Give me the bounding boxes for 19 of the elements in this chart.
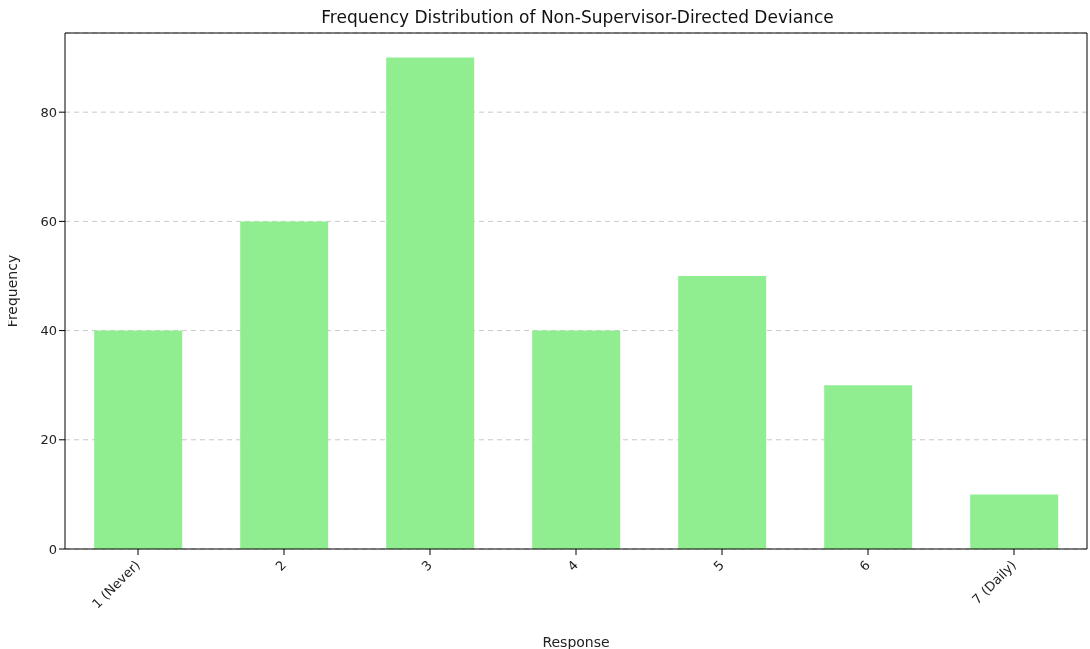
x-tick-label: 6: [856, 557, 873, 574]
x-axis-title: Response: [542, 634, 610, 649]
x-tick-label: 4: [564, 557, 581, 574]
y-tick-label: 60: [40, 214, 57, 229]
y-tick-label: 0: [48, 541, 57, 557]
y-tick-label: 80: [40, 104, 57, 120]
x-tick-label: 2: [272, 557, 289, 574]
bar: [678, 275, 767, 549]
bar: [94, 330, 183, 549]
bar: [970, 494, 1059, 549]
x-tick-label: 5: [710, 557, 727, 574]
bar: [386, 57, 475, 549]
x-tick-label: 3: [418, 557, 435, 574]
bar: [240, 221, 329, 549]
chart-title: Frequency Distribution of Non-Supervisor-Directed Deviance: [320, 7, 835, 29]
bar: [824, 385, 913, 549]
y-tick-label: 20: [40, 432, 57, 448]
bar: [532, 330, 621, 549]
y-tick-label: 40: [40, 323, 57, 339]
